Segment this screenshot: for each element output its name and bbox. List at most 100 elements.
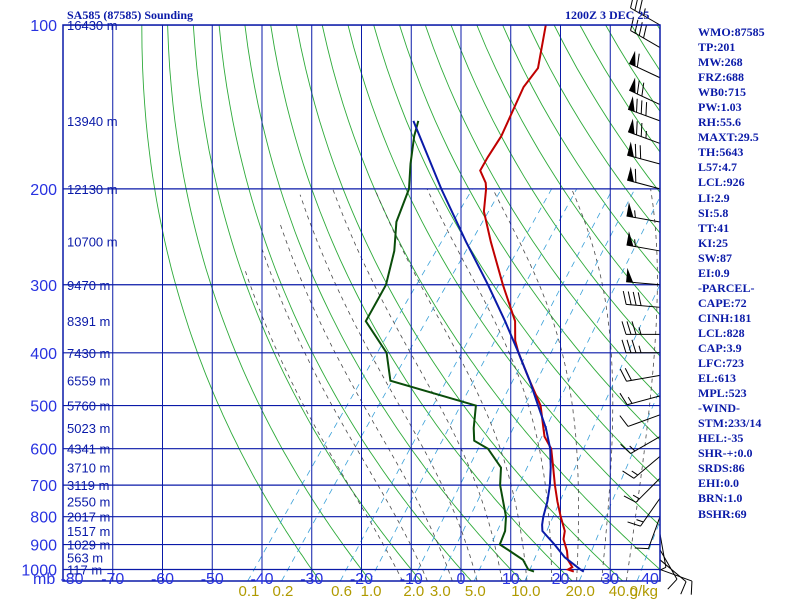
wind-barb-flag [626,267,634,283]
height-label: 7430 m [67,346,110,361]
wind-barb-staff [627,154,661,165]
moist-adiabat [244,268,403,581]
wind-barb [621,339,660,354]
wind-barb [627,497,661,527]
wind-barb [619,392,661,406]
mixing-ratio-unit-label: g/kg [630,583,658,600]
wind-barb-staff [627,395,661,406]
mixing-ratio-label: 2.0 [403,583,424,600]
wind-barb-full [621,339,627,353]
mixing-ratio-label: 1.0 [361,583,382,600]
wind-barb [630,0,661,26]
moist-adiabat [626,188,658,581]
temperature-tick-label: 30 [601,571,619,588]
wind-barb-full [624,368,632,381]
wind-barb-staff [659,559,687,583]
wind-barb-half [627,396,633,404]
height-label: 8391 m [67,314,110,329]
wind-barb-full [620,443,631,454]
wind-barb [628,77,661,106]
indices-panel: WMO:87585 TP:201 MW:268 FRZ:688 WB0:715 PW:1.… [698,25,765,522]
mixing-ratio-line [247,188,473,581]
wind-barb-flag [628,96,635,112]
wind-barb-flag [629,50,636,67]
wind-barb-half [636,519,644,523]
index-item: TP:201 [698,40,736,55]
wind-barb [659,559,687,595]
wind-barb-half [638,345,642,353]
wind-barb-staff [630,30,661,48]
index-item: LFC:723 [698,356,744,371]
height-label: 2017 m [67,510,110,525]
mixing-ratio-line [473,196,660,581]
wind-barb-full [636,98,638,113]
temperature-tick-label: -30 [300,571,323,588]
wind-barb-full [634,0,638,11]
temperature-tick-label: -70 [101,571,124,588]
index-item: EHI:0.0 [698,476,740,491]
mixing-ratio-label: 3.0 [430,583,451,600]
wind-barb-flag [627,141,634,157]
index-item: EI:0.9 [698,265,730,280]
height-label: 1029 m [67,538,110,553]
index-item: PW:1.03 [698,100,742,115]
wind-barb-full [638,0,643,14]
dry-adiabat [244,25,523,581]
dry-adiabat [270,25,573,581]
index-item: TT:41 [698,220,730,235]
grid-lines [63,25,660,581]
height-label: 12130 m [67,182,118,197]
height-label: 4341 m [67,442,110,457]
wind-barb-full [619,368,627,382]
mixing-ratio-line [339,188,552,581]
temperature-tick-label: -40 [250,571,273,588]
sounding-traces [364,25,585,573]
mixing-ratio-label: 20.0 [566,583,595,600]
wind-barb-full [631,321,637,335]
wind-barb [626,267,661,286]
wind-barb-staff [647,516,661,549]
wind-barb-full [645,102,648,116]
wind-barb [622,456,661,479]
wind-barb-full [619,392,628,405]
mixing-ratio-label: 40.0 [609,583,638,600]
wind-barb-full [622,290,627,305]
wind-barb-staff [626,303,661,308]
temperature-trace [479,25,575,573]
dry-adiabat [295,25,624,581]
dry-adiabat [502,25,660,275]
height-label: 16430 m [67,18,118,33]
wind-barb-half [634,239,636,247]
temperature-tick-label: 10 [502,571,520,588]
wind-barb-full [690,581,693,595]
wind-barb [619,368,661,382]
dry-adiabat [450,25,660,357]
wind-barb-full [641,82,645,97]
index-item: BSHR:69 [698,506,747,521]
wind-barb [626,202,661,223]
index-item: RH:55.6 [698,115,741,130]
chart-title: SA585 (87585) Sounding [67,8,194,22]
wind-barb-full [636,80,640,95]
wind-barb [626,231,661,252]
wind-barb-staff [635,477,661,503]
wind-barb-staff [627,108,661,122]
wind-barb-staff [627,179,661,190]
index-item: STM:233/14 [698,416,762,431]
index-item: LI:2.9 [698,190,730,205]
wind-barb-full [640,122,643,137]
wind-barb [627,141,661,165]
pressure-unit-label: mb [33,571,55,588]
index-item: BRN:1.0 [698,491,743,506]
dry-adiabat [579,25,660,153]
background-lines [141,25,660,581]
pressure-tick-label: 400 [30,346,57,363]
mixing-ratio-line [636,519,660,581]
wind-barb-full [627,291,632,305]
wind-barbs [619,0,693,595]
temperature-tick-label: -10 [400,571,423,588]
mixing-ratio-line [412,188,614,581]
dry-adiabat [141,25,321,581]
